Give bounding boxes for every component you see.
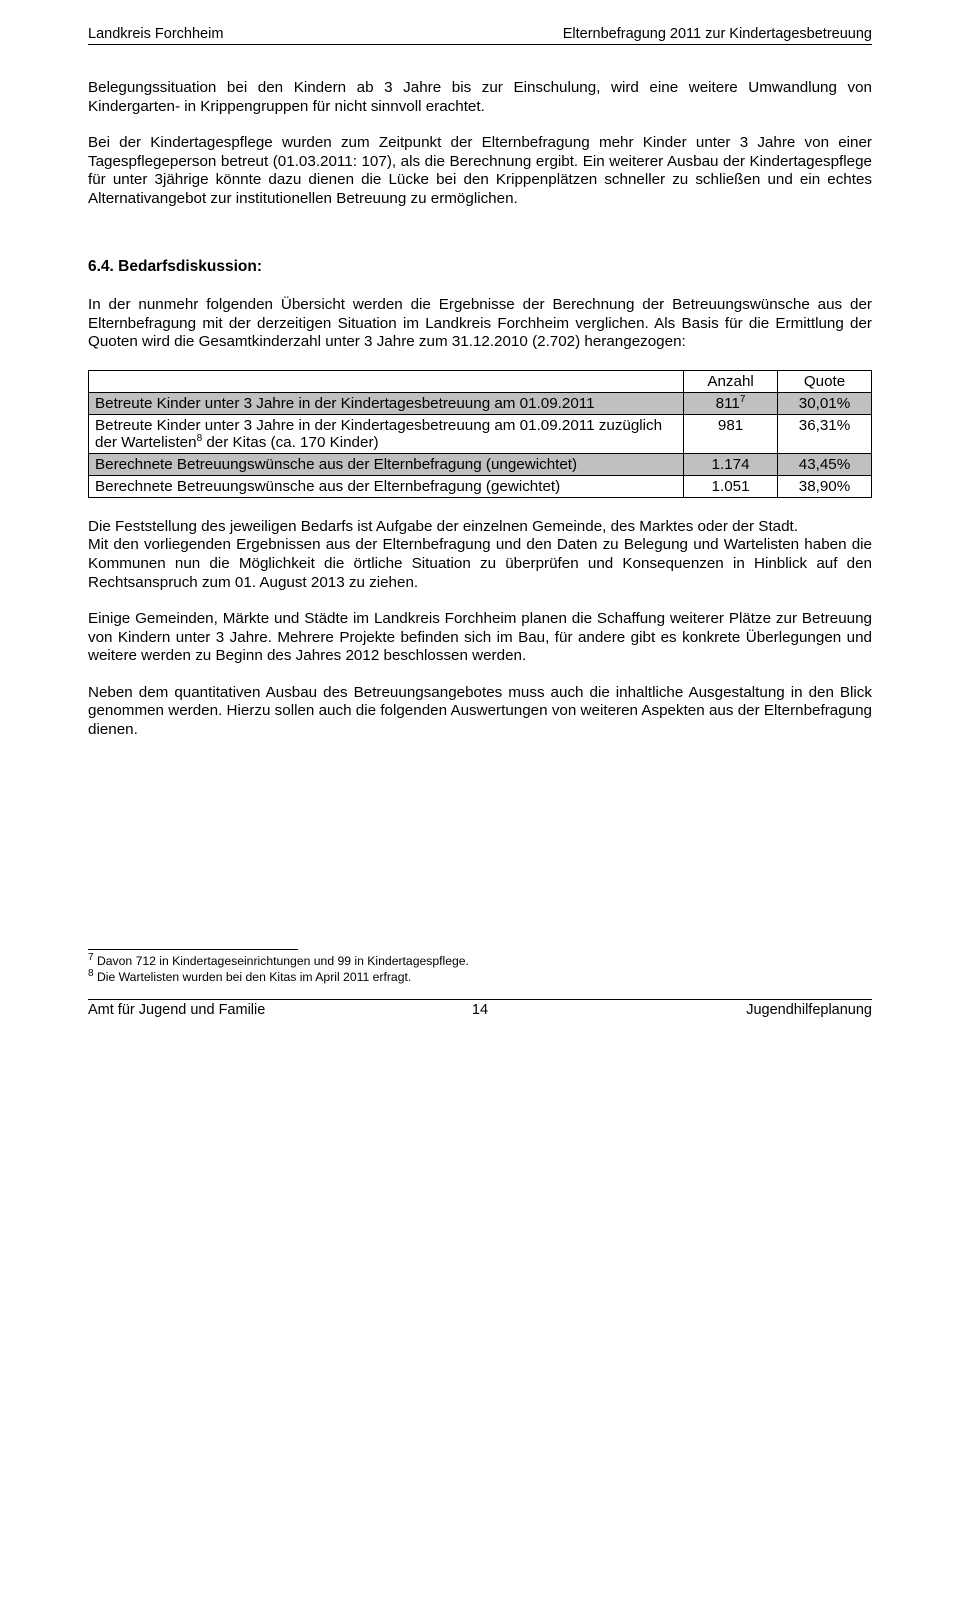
header-left: Landkreis Forchheim bbox=[88, 26, 223, 42]
row-quote: 43,45% bbox=[778, 453, 872, 475]
footnote-separator bbox=[88, 949, 298, 950]
table-row: Betreute Kinder unter 3 Jahre in der Kin… bbox=[89, 392, 872, 414]
header-right: Elternbefragung 2011 zur Kindertagesbetr… bbox=[563, 26, 872, 42]
paragraph-4: Die Feststellung des jeweiligen Bedarfs … bbox=[88, 518, 872, 537]
row-anzahl: 1.174 bbox=[684, 453, 778, 475]
col-anzahl: Anzahl bbox=[684, 370, 778, 392]
footer-page-number: 14 bbox=[0, 1002, 960, 1018]
paragraph-3: In der nunmehr folgenden Übersicht werde… bbox=[88, 296, 872, 352]
section-heading: 6.4. Bedarfsdiskussion: bbox=[88, 258, 872, 276]
paragraph-5: Mit den vorliegenden Ergebnissen aus der… bbox=[88, 536, 872, 592]
paragraph-1: Belegungssituation bei den Kindern ab 3 … bbox=[88, 79, 872, 116]
header-rule bbox=[88, 44, 872, 45]
row-anzahl: 1.051 bbox=[684, 475, 778, 497]
row-quote: 36,31% bbox=[778, 414, 872, 453]
page-footer: Amt für Jugend und Familie 14 Jugendhilf… bbox=[88, 999, 872, 1018]
table-header-row: Anzahl Quote bbox=[89, 370, 872, 392]
row-quote: 38,90% bbox=[778, 475, 872, 497]
col-empty bbox=[89, 370, 684, 392]
row-quote: 30,01% bbox=[778, 392, 872, 414]
data-table: Anzahl Quote Betreute Kinder unter 3 Jah… bbox=[88, 370, 872, 498]
paragraph-2: Bei der Kindertagespflege wurden zum Zei… bbox=[88, 134, 872, 208]
row-anzahl: 981 bbox=[684, 414, 778, 453]
row-label: Berechnete Betreuungswünsche aus der Elt… bbox=[89, 453, 684, 475]
row-anzahl: 8117 bbox=[684, 392, 778, 414]
footnote-8: 8 Die Wartelisten wurden bei den Kitas i… bbox=[88, 970, 872, 985]
table-row: Betreute Kinder unter 3 Jahre in der Kin… bbox=[89, 414, 872, 453]
page-header: Landkreis Forchheim Elternbefragung 2011… bbox=[88, 26, 872, 42]
paragraph-6: Einige Gemeinden, Märkte und Städte im L… bbox=[88, 610, 872, 666]
paragraph-7: Neben dem quantitativen Ausbau des Betre… bbox=[88, 684, 872, 740]
row-label: Betreute Kinder unter 3 Jahre in der Kin… bbox=[89, 392, 684, 414]
footnote-7: 7 Davon 712 in Kindertageseinrichtungen … bbox=[88, 954, 872, 969]
row-label: Betreute Kinder unter 3 Jahre in der Kin… bbox=[89, 414, 684, 453]
table-row: Berechnete Betreuungswünsche aus der Elt… bbox=[89, 475, 872, 497]
table-row: Berechnete Betreuungswünsche aus der Elt… bbox=[89, 453, 872, 475]
row-label: Berechnete Betreuungswünsche aus der Elt… bbox=[89, 475, 684, 497]
col-quote: Quote bbox=[778, 370, 872, 392]
